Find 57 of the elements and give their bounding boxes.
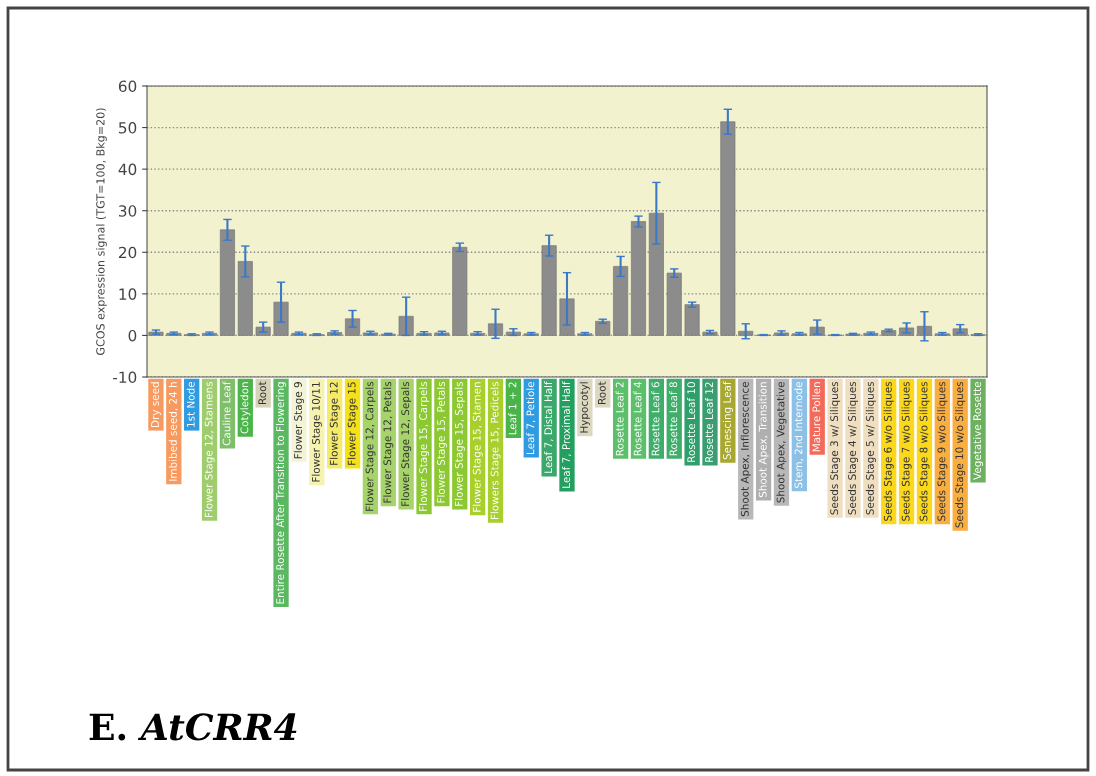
x-tick-label: Dry seed (150, 382, 161, 427)
x-tick-label: Shoot Apex, Inflorescence (740, 381, 751, 517)
x-tick-label: Root (258, 381, 267, 404)
x-tick-label: Flower Stage 15, Petals (436, 381, 447, 503)
x-tick-label: Flower Stage 12, Carpels (365, 381, 376, 511)
x-tick-label: Seeds Stage 3 w/ Siliques (830, 381, 841, 515)
x-tick-label: Vegetative Rosette (973, 381, 984, 480)
x-tick-label: Flower Stage 9 (293, 382, 304, 459)
x-tick-label: Flower Stage 15, Stamen (472, 382, 483, 512)
x-tick-label: Shoot Apex, Transition (758, 382, 769, 498)
x-tick-label: Flower Stage 12 (329, 382, 340, 465)
x-tick-label: Leaf 1 + 2 (508, 382, 517, 435)
x-tick-label: Entire Rosette After Transition to Flowering (276, 382, 287, 604)
x-tick-label: Flower Stage 15 (347, 382, 358, 465)
x-tick-label: Seeds Stage 7 w/o Siliques (901, 381, 912, 521)
x-tick-label: Stem, 2nd Internode (794, 381, 804, 488)
x-tick-label: Root (598, 381, 606, 404)
x-tick-label: Flower Stage 10/11 (311, 382, 322, 482)
x-tick-label: Flower Stage 15, Carpels (418, 381, 430, 511)
x-tick-label: Flower Stage 12, Petals (383, 381, 394, 503)
x-tick-label: Seeds Stage 5 w/ Siliques (865, 381, 876, 515)
x-tick-label: Cotyledon (240, 382, 251, 434)
x-tick-label: Leaf 7, Petiole (526, 381, 536, 454)
x-tick-label: Seeds Stage 9 w/o Siliques (937, 381, 948, 521)
x-tick-label: Cauline Leaf (222, 381, 231, 446)
y-tick-label: 10 (119, 288, 137, 300)
y-tick-label: 50 (119, 122, 137, 134)
y-tick-label: 40 (118, 163, 137, 176)
x-tick-label: 1st Node (186, 381, 195, 427)
y-tick-label: 60 (118, 80, 137, 93)
x-tick-label: Senescing Leaf (722, 381, 733, 460)
x-tick-label: Flowers Stage 15, Pedicels (490, 381, 501, 520)
y-tick-label: -10 (113, 371, 137, 384)
x-tick-label: Rosette Leaf 6 (651, 382, 660, 456)
x-tick-label: Flower Stage 12, Sepals (401, 381, 412, 506)
x-tick-label: Rosette Leaf 4 (633, 381, 642, 456)
x-tick-label: Flower Stage 12, Stamens (204, 381, 215, 518)
x-tick-label: Shoot Apex, Vegetative (776, 381, 787, 503)
y-tick-label: 20 (118, 246, 137, 259)
x-tick-label: Rosette Leaf 10 (687, 382, 696, 462)
x-tick-label: Leaf 7, Proximal Half (561, 381, 572, 488)
x-tick-label: Seeds Stage 4 w/ Siliques (847, 381, 858, 515)
x-tick-label: Rosette Leaf 8 (669, 382, 678, 456)
x-tick-label: Seeds Stage 6 w/o Siliques (883, 381, 894, 521)
x-tick-label: Flower Stage 15, Sepals (454, 381, 465, 506)
x-tick-label: Imbibed seed, 24 h (168, 382, 178, 481)
x-tick-label: Hypocotyl (579, 382, 590, 433)
y-tick-label: 0 (128, 329, 137, 342)
y-tick-label: 30 (119, 205, 137, 217)
x-tick-label: Leaf 7, Distal Half (544, 381, 554, 473)
x-tick-label: Rosette Leaf 2 (615, 382, 624, 456)
x-tick-label: Seeds Stage 10 w/o Siliques (955, 381, 966, 528)
text: E. AtCRR4 (89, 713, 297, 741)
x-tick-label: Mature Pollen (812, 382, 821, 452)
x-tick-label: Rosette Leaf 12 (704, 382, 713, 462)
y-axis-title: GCOS expression signal (TGT=100, Bkg=20) (96, 108, 107, 355)
x-tick-label: Seeds Stage 8 w/o Siliques (919, 381, 930, 521)
